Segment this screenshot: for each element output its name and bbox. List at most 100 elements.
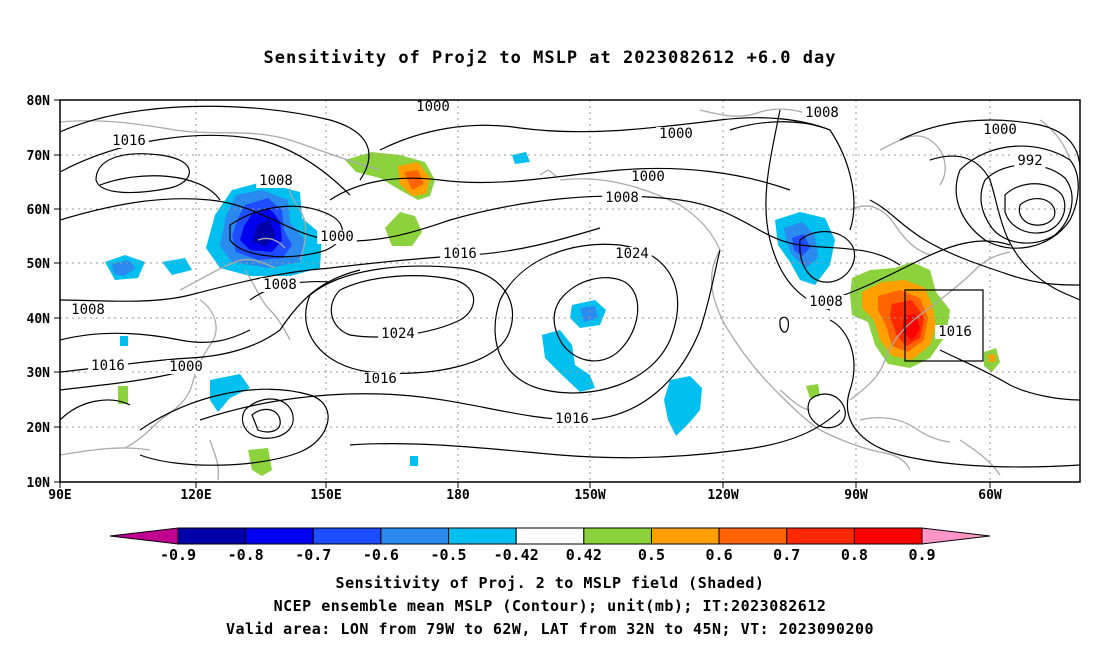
isobar [494, 243, 679, 394]
positive-sensitivity-region [988, 354, 995, 362]
contour-label-bg [68, 303, 108, 317]
contour-label-bg [413, 100, 453, 114]
coastline [209, 439, 220, 481]
negative-sensitivity-region [664, 376, 702, 436]
contour-label: 1016 [555, 411, 589, 427]
positive-sensitivity-region [404, 170, 424, 190]
contour-label-bg [602, 191, 642, 205]
colorbar-end-low [109, 527, 179, 545]
colorbar-label: -0.5 [430, 546, 466, 564]
isobar [799, 230, 856, 283]
isobar [60, 195, 901, 266]
colorbar-swatch [718, 527, 788, 545]
colorbar-label: -0.42 [494, 546, 539, 564]
isobar [829, 319, 1080, 468]
caption-line-1: Sensitivity of Proj. 2 to MSLP field (Sh… [335, 574, 765, 592]
coastline [819, 429, 911, 471]
mslp-contours [60, 105, 1080, 468]
contour-label: 1000 [416, 99, 450, 115]
isobar [60, 227, 601, 302]
contour-label: 1000 [631, 169, 665, 185]
contour-label: 1008 [71, 302, 105, 318]
coastline [289, 179, 307, 261]
isobar [379, 117, 831, 151]
colorbar-label: 0.5 [638, 546, 665, 564]
contour-label: 1008 [259, 173, 293, 189]
colorbar-labels: -0.9 -0.8 -0.7 -0.6 -0.5 -0.42 0.42 0.5 0.6 0.7 0.… [160, 546, 936, 564]
contour-label: 1024 [381, 326, 415, 342]
contour-label: 1000 [659, 126, 693, 142]
colorbar [109, 527, 991, 545]
contour-label-bg [628, 170, 668, 184]
colorbar-label: -0.8 [228, 546, 264, 564]
coastline [779, 389, 811, 411]
latitude-label: 20N [27, 421, 51, 436]
coastline [60, 120, 381, 171]
isobar [60, 134, 351, 196]
isobar [95, 153, 190, 194]
latitude-labels: 80N 70N 60N 50N 40N 30N 20N 10N [27, 94, 51, 491]
contour-label-bg [317, 230, 357, 244]
isobar [553, 277, 639, 362]
negative-sensitivity-region [162, 258, 192, 275]
contour-label: 1016 [443, 246, 477, 262]
isobar [929, 155, 1080, 301]
coastline [1039, 119, 1071, 161]
coastline [879, 135, 946, 186]
isobar [330, 275, 475, 338]
contour-label-bg [656, 127, 696, 141]
negative-sensitivity-region [112, 260, 136, 276]
coastline [919, 251, 1011, 316]
map-title: Sensitivity of Proj2 to MSLP at 20230826… [263, 48, 837, 68]
contour-label: 1008 [605, 190, 639, 206]
isobar [241, 398, 294, 439]
contour-label-bg [802, 106, 842, 120]
colorbar-swatch [515, 527, 585, 545]
isobar [139, 388, 329, 466]
isobar [765, 109, 831, 311]
contour-label-bg [166, 360, 206, 374]
contour-label: 1024 [615, 246, 649, 262]
isobar [60, 105, 370, 181]
longitude-label: 180 [446, 488, 470, 503]
colorbar-swatch [245, 527, 314, 545]
colorbar-swatch [853, 527, 923, 545]
colorbar-label: -0.7 [295, 546, 331, 564]
longitude-label: 150W [574, 488, 605, 503]
colorbar-label: 0.42 [566, 546, 602, 564]
colorbar-swatch [448, 527, 517, 545]
negative-sensitivity-region [120, 336, 128, 346]
longitude-label: 60W [978, 488, 1002, 503]
coastline [60, 447, 151, 456]
latitude-label: 40N [27, 312, 51, 327]
contour-label: 1008 [805, 105, 839, 121]
contour-label-bg [260, 278, 300, 292]
isobar [807, 393, 846, 429]
isobar [955, 145, 1079, 249]
longitude-label: 150E [310, 488, 341, 503]
colorbar-swatch [177, 527, 247, 545]
colorbar-label: 0.7 [773, 546, 800, 564]
contour-label-bg [360, 372, 400, 386]
caption-line-2: NCEP ensemble mean MSLP (Contour); unit(… [273, 597, 827, 615]
isobar [1018, 198, 1056, 226]
longitude-label: 120E [180, 488, 211, 503]
contour-label-bg [980, 123, 1020, 137]
contour-label: 1016 [112, 133, 146, 149]
coastline [959, 439, 1001, 476]
contour-label-bg [256, 174, 296, 188]
contour-label: 1008 [809, 294, 843, 310]
contour-label-bg [935, 325, 975, 339]
isobar [60, 399, 131, 421]
contour-label: 1016 [938, 324, 972, 340]
latitude-label: 70N [27, 149, 51, 164]
positive-sensitivity-region [902, 314, 920, 340]
latitude-label: 60N [27, 203, 51, 218]
isobar [939, 349, 1080, 401]
colorbar-swatch [650, 527, 720, 545]
colorbar-label: 0.8 [841, 546, 868, 564]
contour-label-bg [378, 327, 418, 341]
sensitivity-shading [105, 152, 1000, 476]
colorbar-label: -0.6 [363, 546, 399, 564]
contour-label: 1000 [983, 122, 1017, 138]
